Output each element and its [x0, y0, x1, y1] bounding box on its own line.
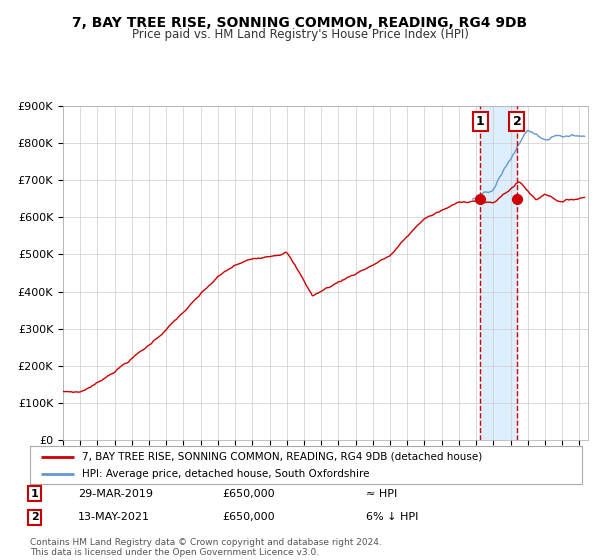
Text: 2: 2 — [512, 115, 521, 128]
FancyBboxPatch shape — [30, 446, 582, 484]
Text: 7, BAY TREE RISE, SONNING COMMON, READING, RG4 9DB (detached house): 7, BAY TREE RISE, SONNING COMMON, READIN… — [82, 451, 482, 461]
Text: £650,000: £650,000 — [222, 512, 275, 522]
Text: Price paid vs. HM Land Registry's House Price Index (HPI): Price paid vs. HM Land Registry's House … — [131, 28, 469, 41]
Text: 13-MAY-2021: 13-MAY-2021 — [78, 512, 150, 522]
Text: 2: 2 — [31, 512, 38, 522]
Text: £650,000: £650,000 — [222, 489, 275, 499]
Text: 29-MAR-2019: 29-MAR-2019 — [78, 489, 153, 499]
Text: 6% ↓ HPI: 6% ↓ HPI — [366, 512, 418, 522]
Text: 1: 1 — [476, 115, 484, 128]
Text: 7, BAY TREE RISE, SONNING COMMON, READING, RG4 9DB: 7, BAY TREE RISE, SONNING COMMON, READIN… — [73, 16, 527, 30]
Text: ≈ HPI: ≈ HPI — [366, 489, 397, 499]
Text: 1: 1 — [31, 489, 38, 499]
Bar — [480, 106, 517, 440]
Text: HPI: Average price, detached house, South Oxfordshire: HPI: Average price, detached house, Sout… — [82, 469, 370, 479]
Text: Contains HM Land Registry data © Crown copyright and database right 2024.
This d: Contains HM Land Registry data © Crown c… — [30, 538, 382, 557]
